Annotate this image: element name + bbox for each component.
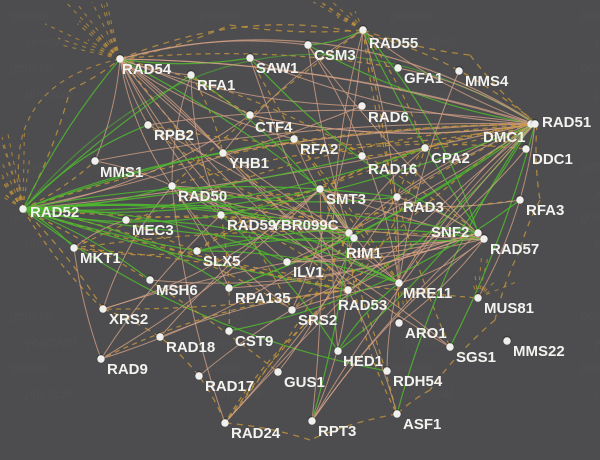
- svg-text:MMS4: MMS4: [465, 73, 509, 90]
- svg-text:SAW1: SAW1: [256, 60, 299, 77]
- svg-text:RAD17: RAD17: [205, 378, 254, 395]
- svg-text:MKT1: MKT1: [80, 250, 121, 267]
- svg-text:GUS1: GUS1: [284, 374, 325, 391]
- svg-text:SNF2: SNF2: [431, 224, 469, 241]
- svg-text:CPA2: CPA2: [431, 150, 470, 167]
- svg-text:RFA1: RFA1: [197, 77, 235, 94]
- svg-text:RDH54: RDH54: [393, 373, 443, 390]
- svg-text:SLX5: SLX5: [203, 253, 241, 270]
- svg-text:RAD6: RAD6: [368, 109, 409, 126]
- svg-text:RPB2: RPB2: [154, 127, 194, 144]
- svg-text:RAD59: RAD59: [227, 217, 276, 234]
- svg-text:ILV1: ILV1: [293, 264, 324, 281]
- svg-text:RAD9: RAD9: [107, 361, 148, 378]
- svg-text:RPA135: RPA135: [235, 290, 291, 307]
- svg-text:MMS1: MMS1: [100, 164, 143, 181]
- svg-text:RAD51: RAD51: [542, 114, 591, 131]
- svg-text:MEC3: MEC3: [132, 222, 174, 239]
- svg-text:RAD3: RAD3: [403, 199, 444, 216]
- svg-text:DMC1: DMC1: [483, 129, 526, 146]
- svg-text:RIM1: RIM1: [346, 245, 382, 262]
- svg-text:DDC1: DDC1: [532, 151, 573, 168]
- svg-text:CTF4: CTF4: [255, 119, 293, 136]
- svg-text:HED1: HED1: [343, 353, 383, 370]
- svg-text:ASF1: ASF1: [403, 416, 441, 433]
- svg-text:XRS2: XRS2: [109, 311, 148, 328]
- svg-text:RAD18: RAD18: [166, 339, 215, 356]
- svg-text:SGS1: SGS1: [456, 349, 496, 366]
- svg-text:RAD50: RAD50: [178, 188, 227, 205]
- svg-text:YHB1: YHB1: [229, 155, 269, 172]
- svg-text:RFA2: RFA2: [300, 141, 338, 158]
- svg-text:RAD55: RAD55: [369, 35, 418, 52]
- svg-text:YBR099C: YBR099C: [271, 217, 339, 234]
- svg-text:SMT3: SMT3: [326, 191, 366, 208]
- svg-text:MRE11: MRE11: [403, 285, 452, 302]
- svg-text:CST9: CST9: [235, 333, 273, 350]
- svg-text:GFA1: GFA1: [404, 70, 443, 87]
- svg-text:MUS81: MUS81: [484, 300, 534, 317]
- svg-text:MSH6: MSH6: [156, 282, 198, 299]
- svg-text:RAD52: RAD52: [30, 204, 79, 221]
- svg-text:RAD16: RAD16: [368, 161, 417, 178]
- svg-text:RAD53: RAD53: [338, 297, 387, 314]
- svg-text:SRS2: SRS2: [298, 312, 337, 329]
- svg-text:ARO1: ARO1: [405, 325, 447, 342]
- svg-text:RAD24: RAD24: [231, 425, 281, 442]
- svg-text:RAD54: RAD54: [122, 61, 172, 78]
- svg-text:RAD57: RAD57: [490, 241, 539, 258]
- svg-text:RPT3: RPT3: [318, 423, 356, 440]
- svg-text:CSM3: CSM3: [314, 47, 356, 64]
- svg-text:MMS22: MMS22: [513, 343, 565, 360]
- svg-text:RFA3: RFA3: [526, 202, 564, 219]
